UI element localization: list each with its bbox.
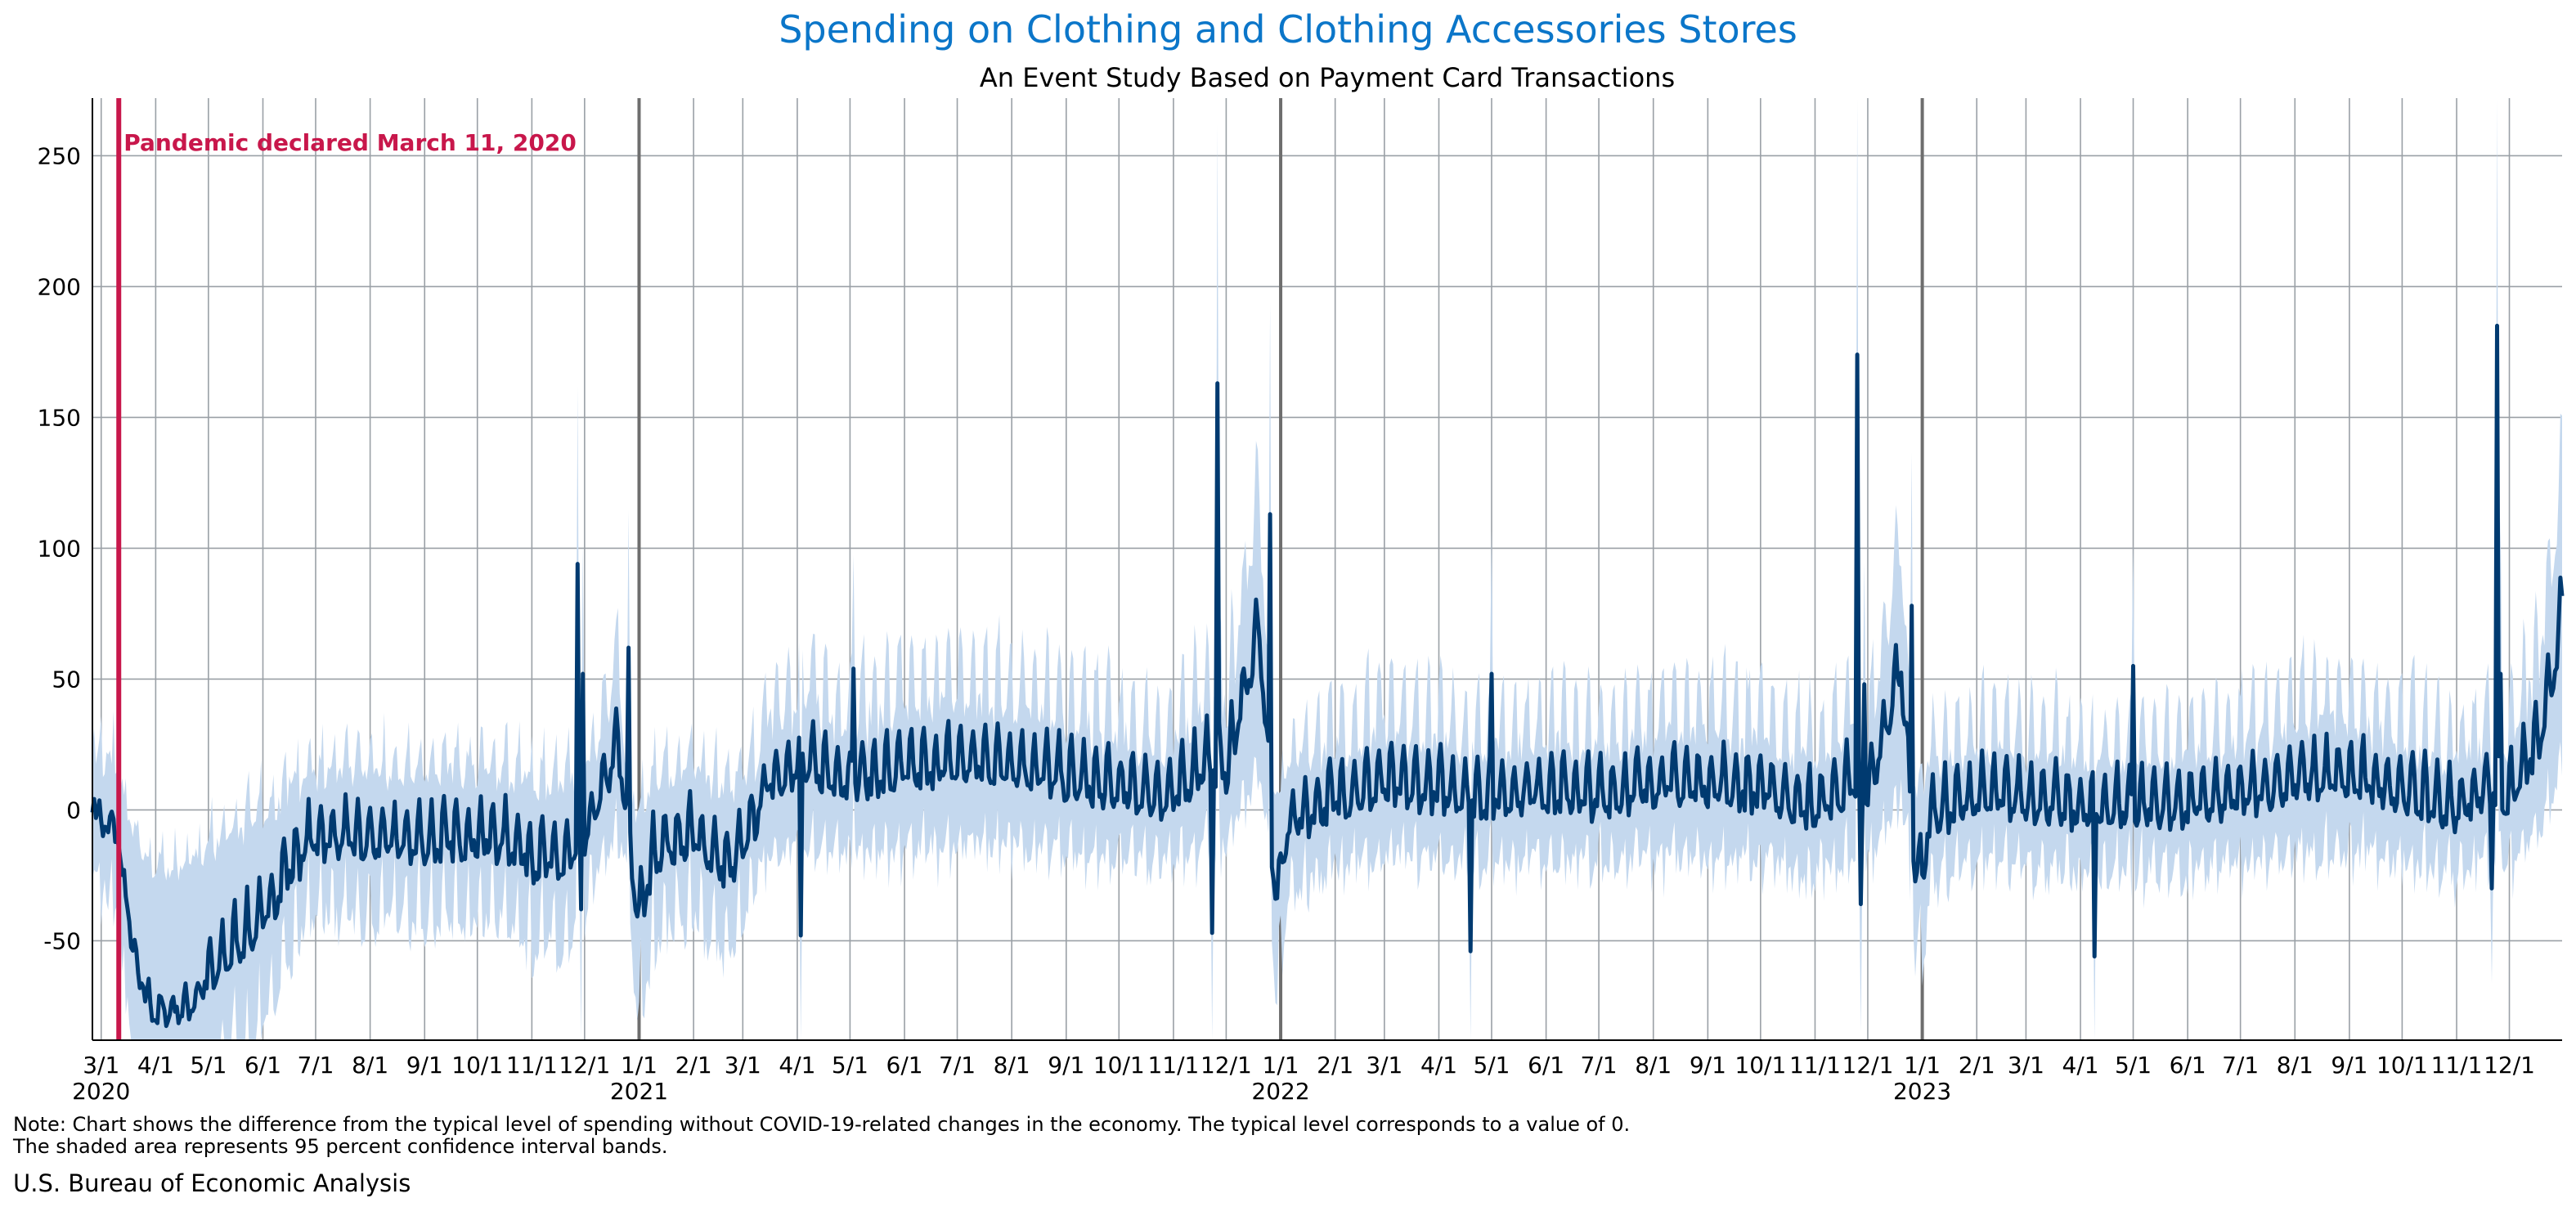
x-tick-label: 3/1 — [83, 1052, 119, 1079]
pandemic-event-label: Pandemic declared March 11, 2020 — [123, 129, 577, 156]
x-tick-label: 10/1 — [2376, 1052, 2428, 1079]
x-tick-label: 11/1 — [506, 1052, 558, 1079]
x-tick-label: 4/1 — [1420, 1052, 1457, 1079]
x-tick-label: 7/1 — [297, 1052, 334, 1079]
x-tick-label: 2/1 — [1959, 1052, 1995, 1079]
x-tick-label: 9/1 — [1048, 1052, 1084, 1079]
x-tick-label: 2/1 — [675, 1052, 712, 1079]
x-tick-label: 5/1 — [832, 1052, 868, 1079]
x-tick-label: 5/1 — [190, 1052, 227, 1079]
chart-note-line-2: The shaded area represents 95 percent co… — [12, 1135, 668, 1158]
x-tick-label: 11/1 — [2431, 1052, 2483, 1079]
x-tick-label: 11/1 — [1147, 1052, 1199, 1079]
x-tick-label: 4/1 — [2062, 1052, 2099, 1079]
x-tick-label: 10/1 — [1735, 1052, 1786, 1079]
y-tick-label: -50 — [43, 927, 81, 954]
x-tick-label: 3/1 — [2008, 1052, 2044, 1079]
x-tick-label: 6/1 — [886, 1052, 923, 1079]
y-tick-label: 50 — [52, 666, 81, 693]
x-tick-label: 4/1 — [137, 1052, 174, 1079]
event-layer: Pandemic declared March 11, 2020 — [116, 98, 577, 1040]
x-tick-label: 6/1 — [245, 1052, 281, 1079]
x-tick-label: 8/1 — [1635, 1052, 1672, 1079]
x-tick-label: 9/1 — [406, 1052, 443, 1079]
chart-source: U.S. Bureau of Economic Analysis — [13, 1169, 411, 1197]
x-tick-label: 3/1 — [725, 1052, 761, 1079]
x-tick-label: 9/1 — [2331, 1052, 2367, 1079]
y-tick-label: 100 — [38, 535, 81, 562]
y-tick-label: 0 — [66, 796, 81, 823]
x-tick-label: 8/1 — [994, 1052, 1030, 1079]
chart-note-line-1: Note: Chart shows the difference from th… — [13, 1113, 1630, 1136]
x-tick-label: 7/1 — [1581, 1052, 1618, 1079]
x-tick-label: 4/1 — [779, 1052, 815, 1079]
x-tick-label: 8/1 — [2277, 1052, 2313, 1079]
x-tick-label: 12/1 — [559, 1052, 610, 1079]
x-tick-label: 1/1 — [1263, 1052, 1299, 1079]
x-tick-label: 9/1 — [1690, 1052, 1726, 1079]
x-tick-label: 10/1 — [451, 1052, 503, 1079]
y-tick-label: 200 — [38, 273, 81, 300]
x-tick-label: 10/1 — [1093, 1052, 1145, 1079]
x-tick-label: 7/1 — [939, 1052, 976, 1079]
x-tick-label: 11/1 — [1789, 1052, 1841, 1079]
x-year-label: 2023 — [1893, 1078, 1951, 1105]
x-tick-label: 8/1 — [352, 1052, 388, 1079]
series-line-layer — [90, 323, 2565, 1029]
x-tick-label: 6/1 — [2170, 1052, 2206, 1079]
x-tick-label: 1/1 — [621, 1052, 657, 1079]
x-tick-label: 7/1 — [2222, 1052, 2259, 1079]
series-line — [90, 323, 2565, 1029]
x-tick-label: 2/1 — [1317, 1052, 1353, 1079]
x-tick-label: 6/1 — [1528, 1052, 1564, 1079]
chart-title: Spending on Clothing and Clothing Access… — [779, 7, 1797, 52]
confidence-band — [92, 98, 2562, 1040]
confidence-band-area — [92, 98, 2562, 1040]
x-year-label: 2021 — [610, 1078, 668, 1105]
x-tick-label: 5/1 — [2115, 1052, 2152, 1079]
x-tick-label: 5/1 — [1473, 1052, 1510, 1079]
x-tick-label: 12/1 — [1200, 1052, 1252, 1079]
x-year-label: 2020 — [72, 1078, 130, 1105]
tick-labels: -50 0 50 100 150 200 250 3/1 4/1 5/1 6/1 7/1 8/1 9/1 1… — [38, 142, 2535, 1105]
x-tick-label: 12/1 — [1842, 1052, 1894, 1079]
x-tick-label: 1/1 — [1904, 1052, 1941, 1079]
x-year-label: 2022 — [1251, 1078, 1309, 1105]
y-tick-label: 250 — [38, 142, 81, 169]
x-tick-label: 3/1 — [1366, 1052, 1402, 1079]
axes — [92, 98, 2562, 1041]
x-tick-label: 12/1 — [2484, 1052, 2535, 1079]
chart-subtitle: An Event Study Based on Payment Card Tra… — [980, 62, 1675, 93]
y-tick-label: 150 — [38, 404, 81, 431]
